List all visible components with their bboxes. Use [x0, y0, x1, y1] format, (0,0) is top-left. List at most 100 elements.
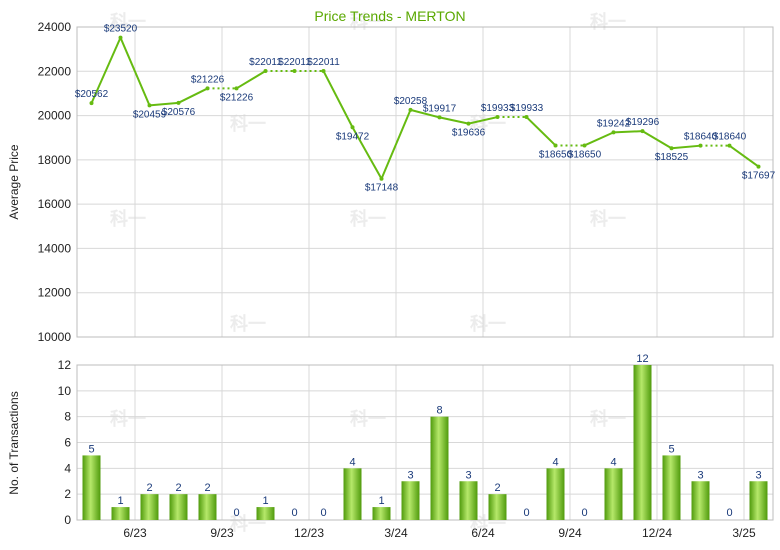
price-line-segment	[149, 101, 179, 107]
price-y-axis-title: Average Price	[7, 144, 21, 219]
price-data-label: $17697	[742, 171, 776, 182]
transactions-data-label: 2	[204, 482, 210, 494]
x-tick-label: 12/23	[294, 526, 324, 540]
x-tick-label: 3/24	[384, 526, 408, 540]
transactions-data-label: 0	[291, 507, 297, 519]
price-data-label: $22011	[249, 57, 282, 68]
transactions-bar	[401, 481, 420, 520]
watermark-text: 科一	[110, 408, 146, 430]
transactions-data-label: 0	[523, 507, 529, 519]
transactions-bar	[691, 481, 710, 520]
transactions-bar	[459, 481, 478, 520]
transactions-bar	[633, 365, 652, 520]
transactions-bar	[343, 468, 362, 520]
transactions-bar	[430, 416, 449, 520]
price-data-label: $23520	[104, 24, 138, 35]
price-data-label: $18640	[684, 132, 718, 143]
transactions-bar	[546, 468, 565, 520]
transactions-data-label: 3	[465, 469, 471, 481]
price-point	[205, 86, 210, 91]
transactions-y-tick-label: 8	[64, 410, 71, 424]
transactions-data-label: 4	[610, 456, 616, 468]
price-line-segment	[671, 144, 701, 150]
transactions-bar	[372, 507, 391, 520]
price-line-segment	[90, 37, 122, 104]
transactions-data-label: 3	[697, 469, 703, 481]
price-line-segment	[468, 116, 498, 125]
price-data-label: $19242	[597, 118, 631, 129]
price-data-label: $22011	[307, 57, 340, 68]
transactions-data-label: 1	[117, 495, 123, 507]
price-point	[756, 164, 761, 169]
transactions-data-label: 8	[436, 405, 442, 417]
price-data-label: $20576	[162, 107, 196, 118]
x-tick-label: 12/24	[642, 526, 672, 540]
transactions-bar	[488, 494, 507, 520]
watermark-text: 科一	[470, 313, 506, 335]
price-panel: 10000 12000 14000 16000 18000 20000 22000 24000…	[38, 20, 776, 344]
price-line-segment	[525, 116, 557, 147]
price-y-tick-label: 22000	[38, 64, 72, 78]
price-point	[147, 103, 152, 108]
price-data-label: $18650	[568, 149, 602, 160]
transactions-data-label: 3	[407, 469, 413, 481]
transactions-y-tick-label: 0	[64, 513, 71, 527]
transactions-bar	[140, 494, 159, 520]
price-point	[350, 125, 355, 130]
price-point	[466, 121, 471, 126]
price-point	[408, 107, 413, 112]
x-tick-label: 3/25	[732, 526, 756, 540]
price-point	[611, 130, 616, 135]
price-point	[524, 115, 529, 120]
price-point	[582, 143, 587, 148]
transactions-bar	[256, 507, 275, 520]
transactions-bar	[82, 455, 101, 520]
price-point	[727, 143, 732, 148]
price-line-segment	[641, 130, 673, 150]
watermark-text: 科一	[230, 113, 266, 135]
x-tick-label: 9/24	[558, 526, 582, 540]
price-point	[234, 86, 239, 91]
transactions-data-label: 2	[494, 482, 500, 494]
transactions-data-label: 0	[726, 507, 732, 519]
price-point	[321, 69, 326, 74]
transactions-data-label: 12	[636, 353, 648, 365]
transactions-data-label: 4	[349, 456, 355, 468]
price-data-label: $19917	[423, 103, 457, 114]
transactions-y-tick-label: 12	[58, 358, 72, 372]
transactions-data-label: 2	[175, 482, 181, 494]
price-data-label: $18640	[713, 132, 747, 143]
price-data-label: $19296	[626, 117, 660, 128]
price-y-tick-label: 16000	[38, 197, 72, 211]
price-y-tick-label: 14000	[38, 241, 72, 255]
price-line-segment	[351, 126, 383, 180]
price-data-label: $19933	[481, 103, 515, 114]
transactions-bar	[662, 455, 681, 520]
price-line-segment	[613, 130, 643, 134]
transactions-y-tick-label: 4	[64, 461, 71, 475]
transactions-data-label: 5	[88, 443, 94, 455]
price-line-segment	[178, 87, 208, 104]
price-point	[495, 115, 500, 120]
price-line-segment	[728, 144, 760, 168]
transactions-bar	[749, 481, 768, 520]
x-tick-label: 9/23	[210, 526, 234, 540]
price-line-segment	[410, 108, 440, 119]
price-data-label: $19472	[336, 131, 370, 142]
price-line-segment	[235, 70, 267, 90]
price-line-segment	[119, 37, 151, 106]
transactions-bar	[604, 468, 623, 520]
price-data-label: $18525	[655, 152, 689, 163]
transactions-y-tick-label: 2	[64, 487, 71, 501]
watermark-text: 科一	[350, 408, 386, 430]
price-point	[263, 69, 268, 74]
transactions-data-label: 2	[146, 482, 152, 494]
price-line-segment	[380, 109, 412, 180]
price-plot-frame	[76, 26, 774, 338]
transactions-bar	[111, 507, 130, 520]
transactions-data-label: 5	[668, 443, 674, 455]
transactions-data-label: 0	[320, 507, 326, 519]
price-point	[118, 35, 123, 40]
